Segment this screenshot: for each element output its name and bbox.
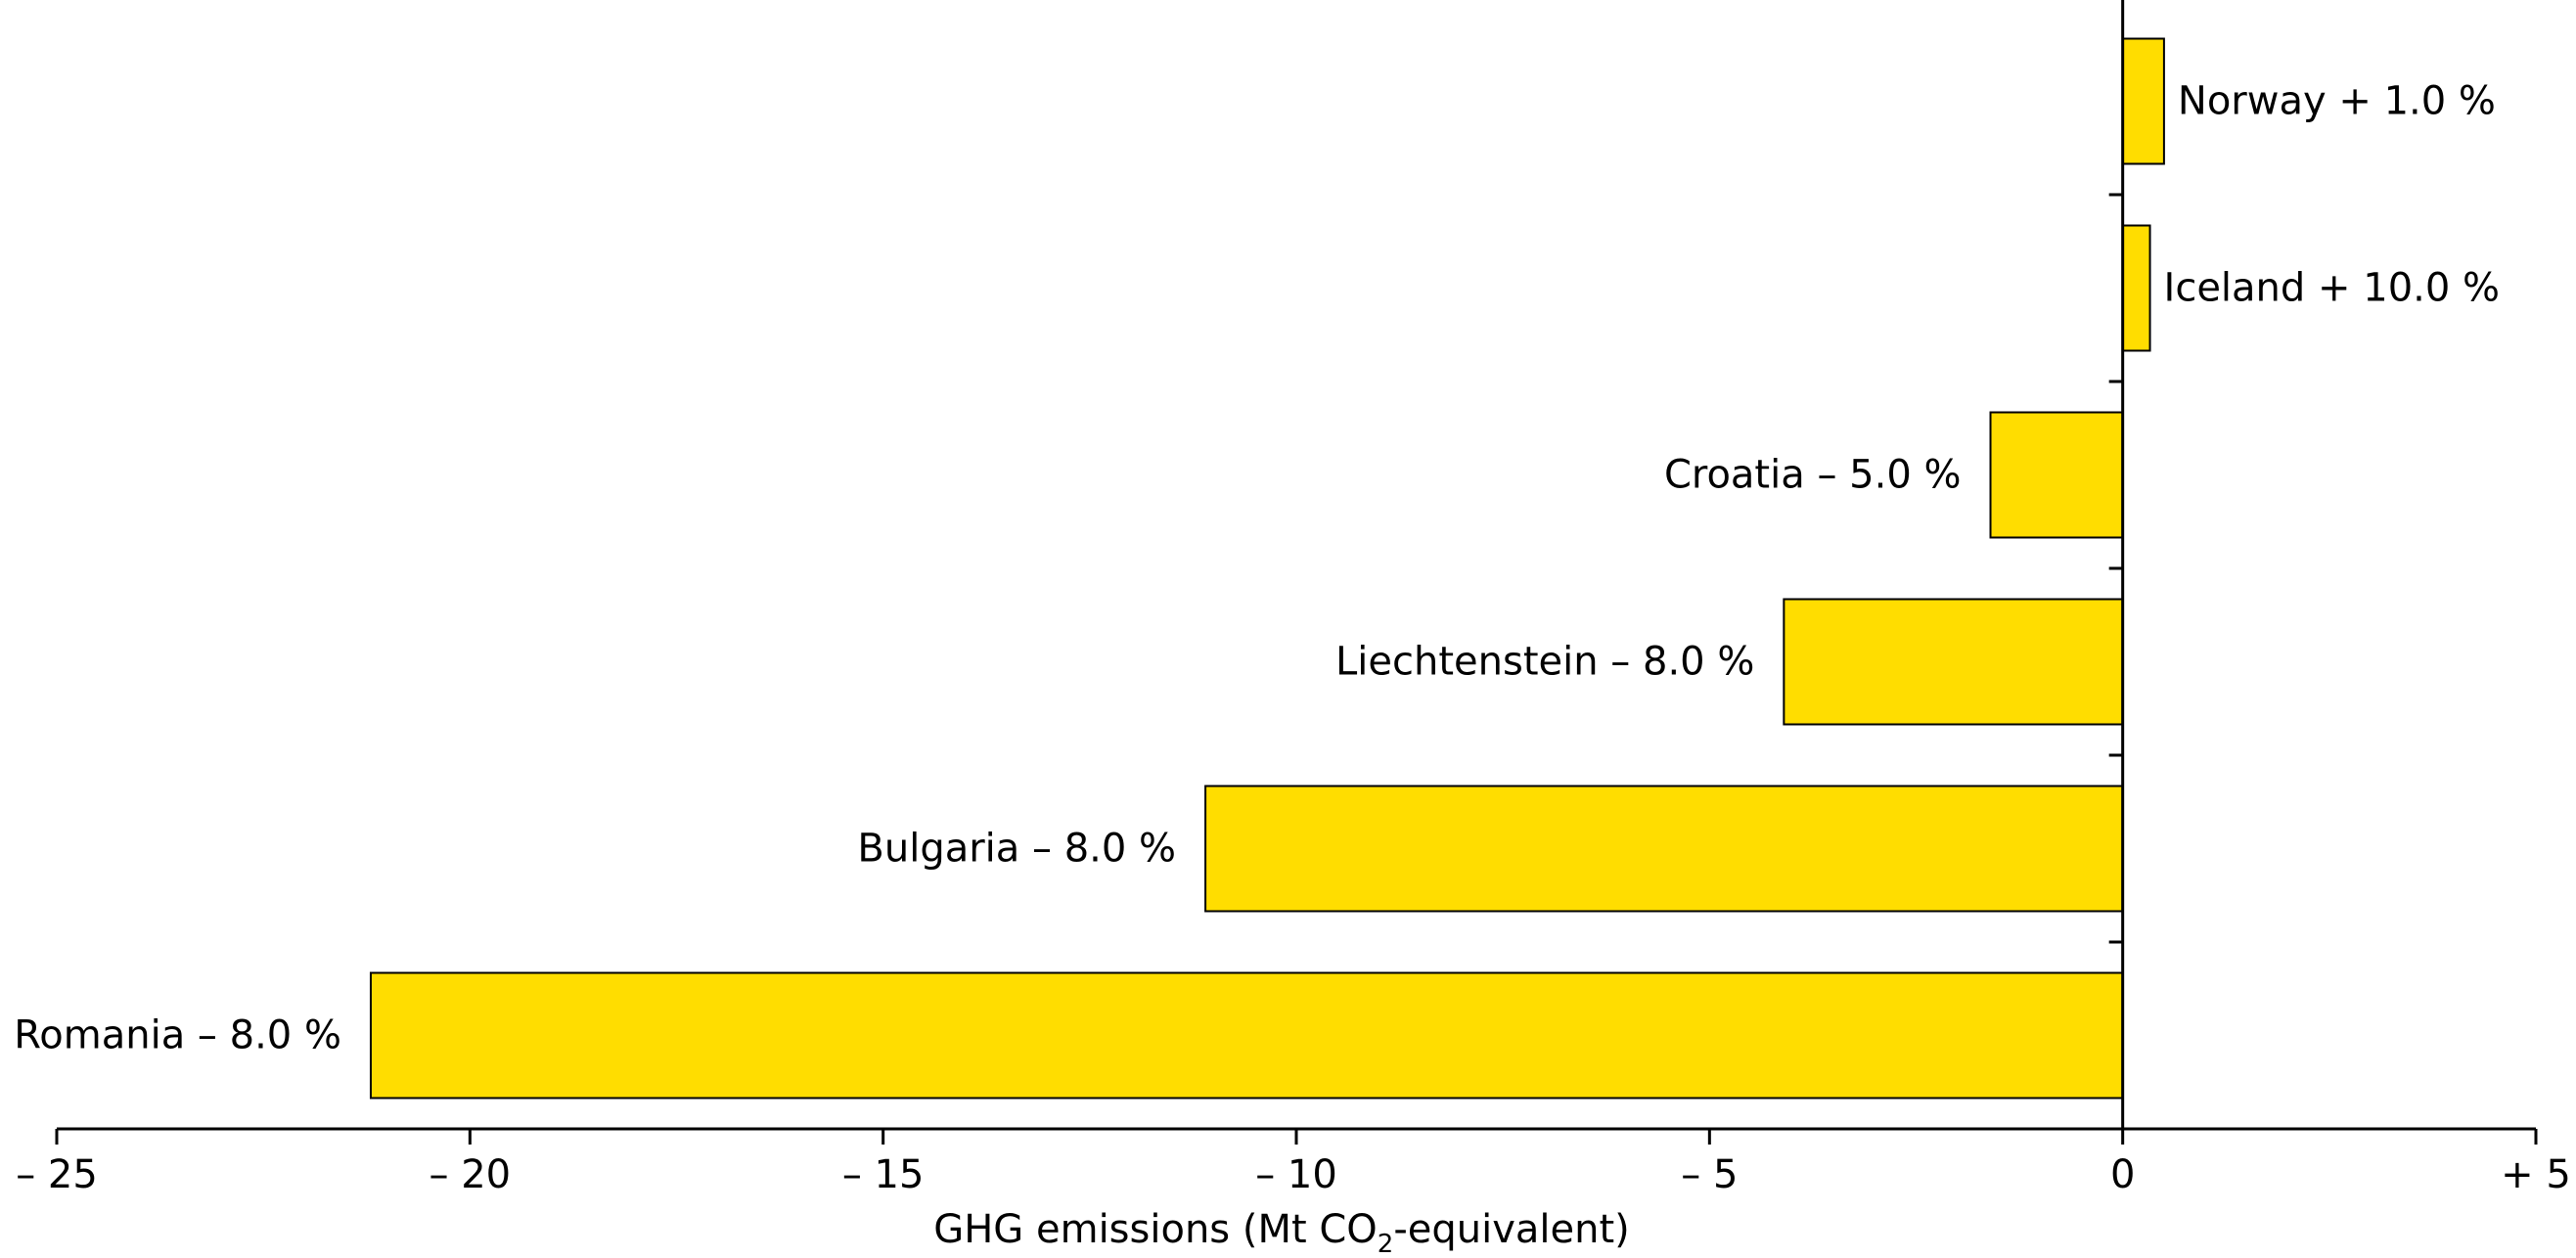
bar-romania (369, 971, 2124, 1100)
bar-label-iceland: Iceland + 10.0 % (2164, 266, 2501, 311)
bar-liechtenstein (1783, 598, 2124, 726)
x-tick-labels-group: – 25 – 20 – 15 – 10 – 5 0 + 5 (16, 1152, 2571, 1197)
x-tick-label: – 10 (1255, 1152, 1337, 1197)
x-tick-label: – 5 (1681, 1152, 1738, 1197)
bar-label-liechtenstein: Liechtenstein – 8.0 % (1335, 640, 1754, 685)
bars-group (369, 37, 2165, 1100)
x-tick-label: 0 (2110, 1152, 2135, 1197)
x-tick-label: – 15 (842, 1152, 925, 1197)
bar-bulgaria (1204, 785, 2124, 913)
x-ticks-group (55, 1129, 2538, 1145)
bar-norway (2121, 37, 2165, 165)
bar-label-croatia: Croatia – 5.0 % (1664, 453, 1962, 498)
x-axis-title: GHG emissions (Mt CO2-equivalent) (933, 1207, 1630, 1258)
category-ticks-group (2108, 193, 2123, 944)
bar-label-romania: Romania – 8.0 % (14, 1013, 341, 1058)
bar-croatia (1989, 411, 2124, 539)
x-tick-label: – 20 (429, 1152, 512, 1197)
x-tick-label: + 5 (2501, 1152, 2571, 1197)
bar-iceland (2121, 224, 2151, 352)
bar-label-bulgaria: Bulgaria – 8.0 % (857, 827, 1176, 872)
bar-labels-group: Norway + 1.0 % Iceland + 10.0 % Croatia – … (14, 79, 2500, 1058)
bar-label-norway: Norway + 1.0 % (2178, 79, 2496, 124)
x-tick-label: – 25 (16, 1152, 98, 1197)
